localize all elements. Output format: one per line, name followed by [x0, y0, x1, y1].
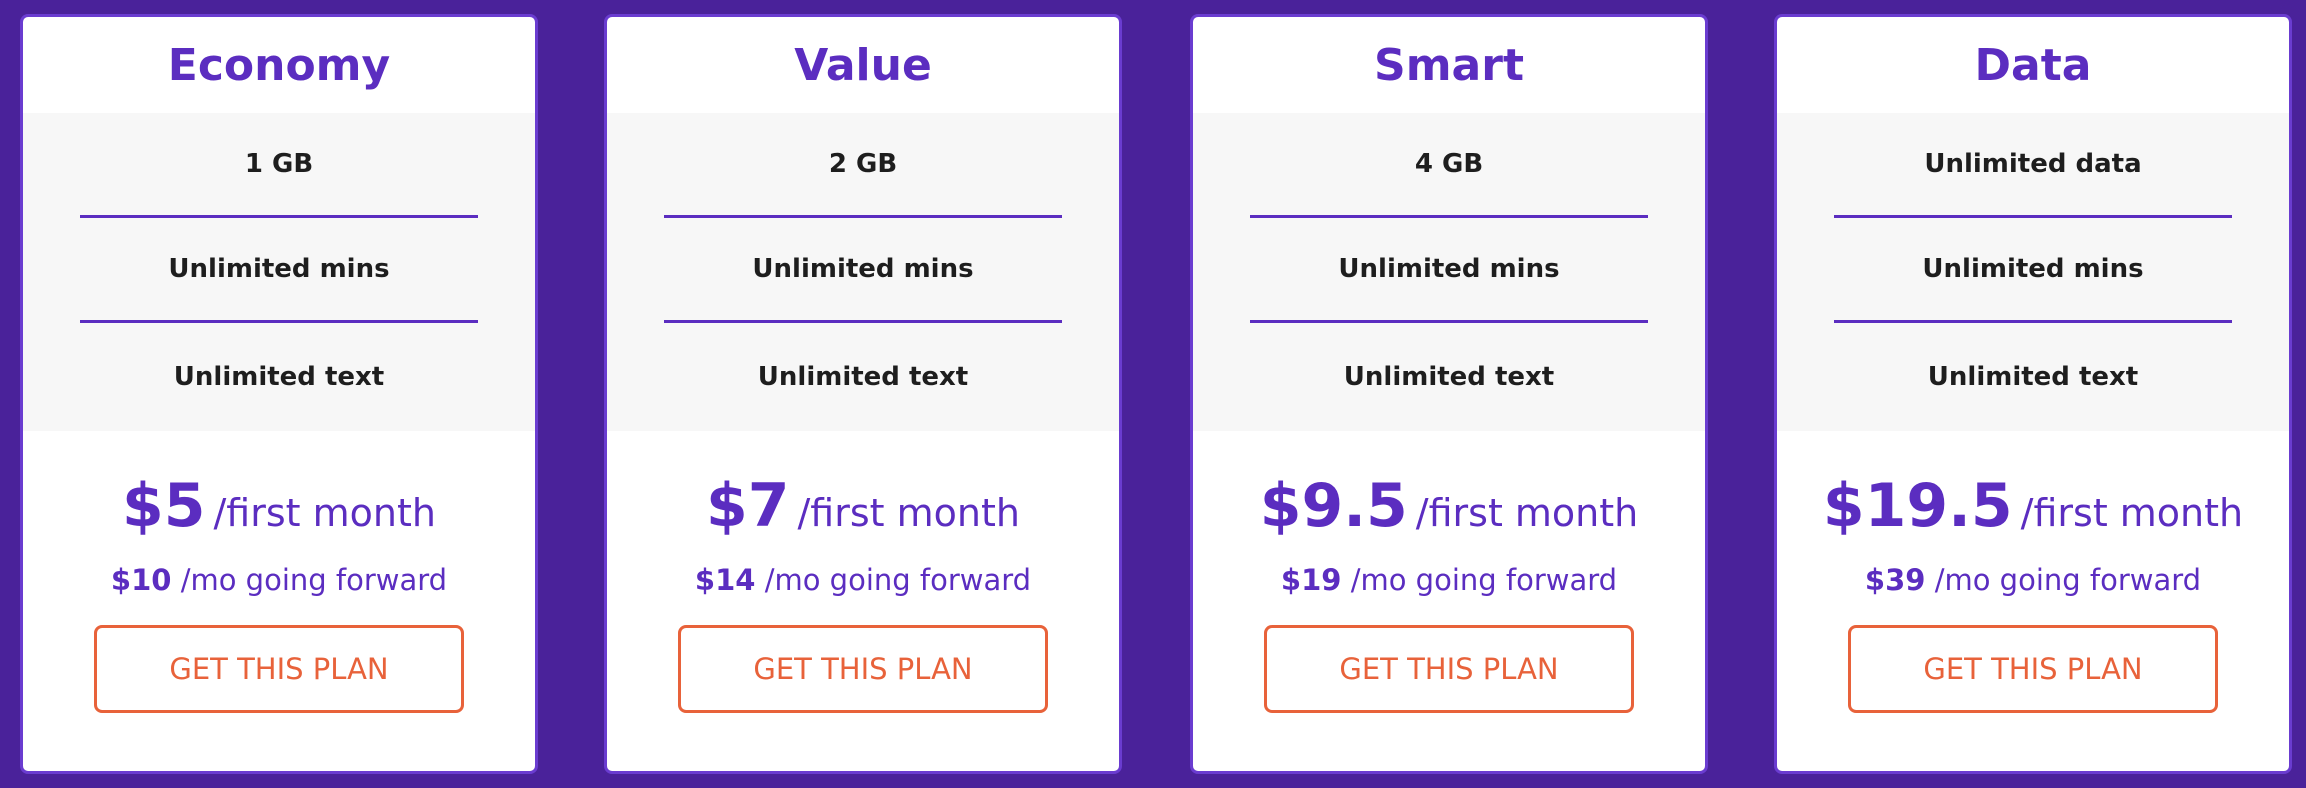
- first-month-price: $5 /first month: [23, 471, 535, 541]
- forward-price-unit: /mo going forward: [180, 563, 448, 597]
- feature-text: Unlimited text: [1343, 362, 1555, 392]
- plan-name: Economy: [167, 39, 391, 91]
- forward-price-amount: $10: [110, 563, 172, 597]
- forward-price: $14 /mo going forward: [607, 563, 1119, 597]
- price-unit: /first month: [213, 491, 436, 535]
- get-plan-button[interactable]: GET THIS PLAN: [94, 625, 464, 713]
- forward-price-amount: $39: [1864, 563, 1926, 597]
- feature-text: Unlimited text: [757, 362, 969, 392]
- get-plan-button[interactable]: GET THIS PLAN: [678, 625, 1048, 713]
- feature-mins: Unlimited mins: [80, 218, 478, 323]
- forward-price-amount: $19: [1280, 563, 1342, 597]
- first-month-price: $7 /first month: [607, 471, 1119, 541]
- feature-mins: Unlimited mins: [1834, 218, 2232, 323]
- forward-price-unit: /mo going forward: [1934, 563, 2202, 597]
- plan-name: Data: [1974, 39, 2092, 91]
- forward-price-amount: $14: [694, 563, 756, 597]
- price-unit: /first month: [1415, 491, 1639, 535]
- forward-price: $10 /mo going forward: [23, 563, 535, 597]
- feature-data: 2 GB: [664, 113, 1062, 218]
- feature-text: Unlimited text: [1927, 362, 2139, 392]
- feature-data: Unlimited data: [1834, 113, 2232, 218]
- price-amount: $7: [706, 471, 790, 541]
- forward-price-unit: /mo going forward: [1350, 563, 1618, 597]
- get-plan-button[interactable]: GET THIS PLAN: [1848, 625, 2218, 713]
- price-amount: $9.5: [1259, 471, 1408, 541]
- forward-price: $39 /mo going forward: [1777, 563, 2289, 597]
- first-month-price: $19.5 /first month: [1777, 471, 2289, 541]
- feature-data: 1 GB: [80, 113, 478, 218]
- price-unit: /first month: [797, 491, 1020, 535]
- plan-card-smart: Smart 4 GB Unlimited mins Unlimited text…: [1190, 14, 1708, 774]
- feature-text: Unlimited text: [173, 362, 385, 392]
- forward-price-unit: /mo going forward: [764, 563, 1032, 597]
- plan-features: 4 GB Unlimited mins Unlimited text: [1193, 113, 1705, 431]
- feature-mins: Unlimited mins: [1250, 218, 1648, 323]
- price-amount: $5: [122, 471, 206, 541]
- plan-card-economy: Economy 1 GB Unlimited mins Unlimited te…: [20, 14, 538, 774]
- forward-price: $19 /mo going forward: [1193, 563, 1705, 597]
- feature-data: 4 GB: [1250, 113, 1648, 218]
- plan-card-value: Value 2 GB Unlimited mins Unlimited text…: [604, 14, 1122, 774]
- plan-features: 2 GB Unlimited mins Unlimited text: [607, 113, 1119, 431]
- plan-name: Smart: [1374, 39, 1524, 91]
- price-amount: $19.5: [1822, 471, 2013, 541]
- first-month-price: $9.5 /first month: [1193, 471, 1705, 541]
- price-unit: /first month: [2020, 491, 2244, 535]
- get-plan-button[interactable]: GET THIS PLAN: [1264, 625, 1634, 713]
- plan-features: Unlimited data Unlimited mins Unlimited …: [1777, 113, 2289, 431]
- feature-mins: Unlimited mins: [664, 218, 1062, 323]
- plan-name: Value: [794, 39, 932, 91]
- plan-card-data: Data Unlimited data Unlimited mins Unlim…: [1774, 14, 2292, 774]
- plan-features: 1 GB Unlimited mins Unlimited text: [23, 113, 535, 431]
